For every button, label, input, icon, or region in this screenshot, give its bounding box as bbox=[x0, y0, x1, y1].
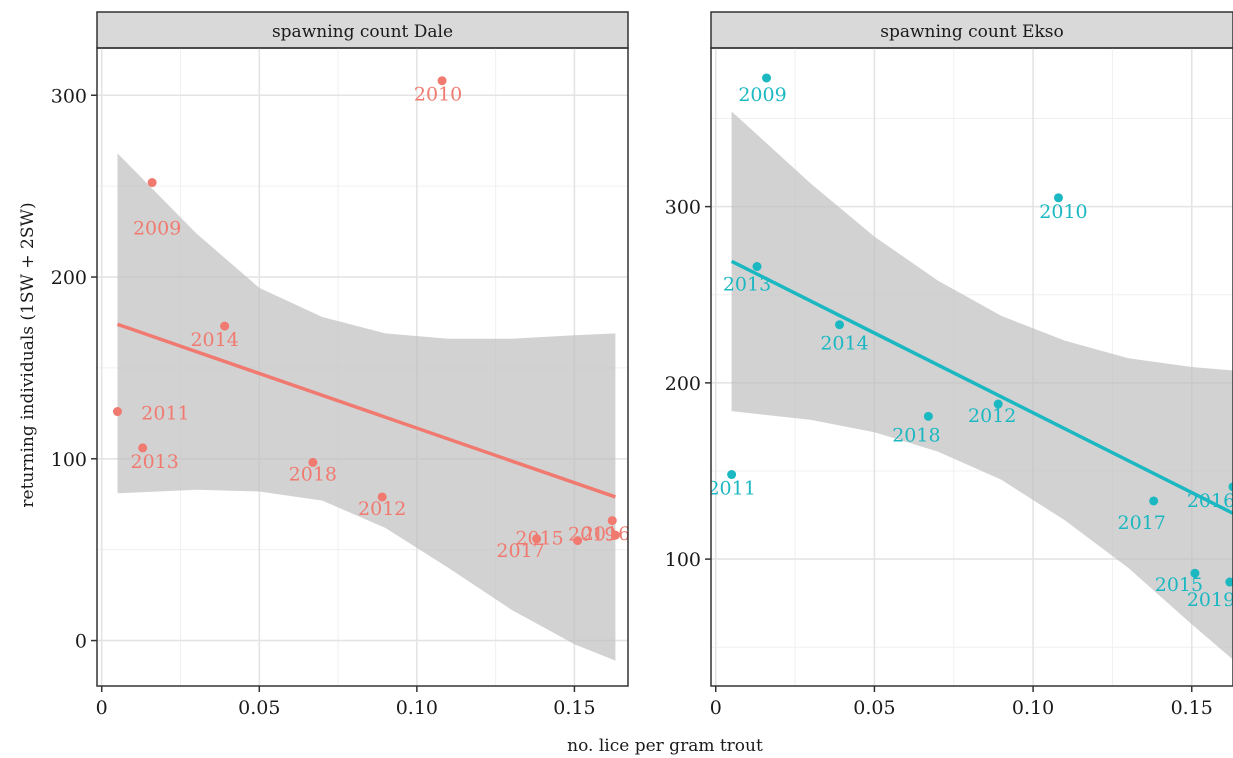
plot-area: 2009 2010 2011 2012 2013 2014 2015 2016 2017 2018… bbox=[97, 48, 630, 686]
data-point-2016 bbox=[610, 530, 620, 540]
data-point-2010 bbox=[437, 76, 447, 86]
point-label-2016: 2016 bbox=[1187, 490, 1233, 512]
point-label-2019: 2019 bbox=[568, 524, 616, 546]
x-tick-label: 0.10 bbox=[396, 697, 438, 719]
panel-1: spawning count Dale200920102011201220132… bbox=[51, 11, 630, 719]
regression-line bbox=[116, 322, 616, 499]
y-axis-title: returning individuals (1SW + 2SW) bbox=[18, 202, 38, 507]
data-point-2013 bbox=[752, 262, 762, 272]
data-point-2018 bbox=[308, 457, 318, 467]
x-tick-label: 0 bbox=[710, 697, 722, 719]
point-label-2016: 2016 bbox=[582, 523, 630, 545]
point-label-2014: 2014 bbox=[190, 329, 238, 351]
facet-title: spawning count Dale bbox=[272, 22, 453, 42]
x-tick-label: 0 bbox=[96, 697, 108, 719]
y-tick-label: 200 bbox=[665, 373, 701, 395]
y-tick-label: 300 bbox=[665, 197, 701, 219]
point-label-2012: 2012 bbox=[358, 498, 406, 520]
data-point-2009 bbox=[147, 178, 157, 188]
point-label-2010: 2010 bbox=[414, 84, 462, 106]
data-point-2018 bbox=[923, 411, 933, 421]
data-point-2012 bbox=[993, 399, 1003, 409]
panels-layer: spawning count Dale200920102011201220132… bbox=[51, 11, 1233, 719]
regression-line bbox=[730, 259, 1233, 515]
point-label-2010: 2010 bbox=[1039, 201, 1087, 223]
panel-border bbox=[96, 47, 629, 687]
data-point-2015 bbox=[1190, 568, 1200, 578]
point-label-2019: 2019 bbox=[1187, 589, 1233, 611]
facet-title: spawning count Ekso bbox=[880, 22, 1063, 42]
point-label-2018: 2018 bbox=[289, 463, 337, 485]
point-label-2015: 2015 bbox=[1155, 574, 1203, 596]
data-point-2019 bbox=[607, 516, 617, 526]
data-point-2017 bbox=[532, 534, 542, 544]
panel-2: spawning count Ekso200920102011201220132… bbox=[665, 11, 1233, 719]
point-label-2011: 2011 bbox=[141, 403, 189, 425]
y-tick-label: 100 bbox=[665, 549, 701, 571]
data-point-2019 bbox=[1225, 577, 1233, 587]
data-point-2017 bbox=[1149, 496, 1159, 506]
confidence-band bbox=[117, 153, 616, 661]
y-tick-label: 300 bbox=[51, 85, 87, 107]
data-point-2011 bbox=[112, 407, 122, 417]
data-point-2014 bbox=[835, 320, 845, 330]
data-point-2010 bbox=[1053, 193, 1063, 203]
data-point-2012 bbox=[377, 492, 387, 502]
x-tick-label: 0.15 bbox=[1171, 697, 1213, 719]
data-point-2016 bbox=[1228, 482, 1233, 492]
point-label-2018: 2018 bbox=[892, 424, 940, 446]
panel-border bbox=[710, 47, 1233, 687]
x-tick-label: 0.15 bbox=[553, 697, 595, 719]
point-label-2017: 2017 bbox=[496, 540, 544, 562]
y-tick-label: 200 bbox=[51, 267, 87, 289]
x-tick-label: 0.10 bbox=[1012, 697, 1054, 719]
y-tick-label: 100 bbox=[51, 449, 87, 471]
x-tick-label: 0.05 bbox=[853, 697, 895, 719]
point-label-2017: 2017 bbox=[1117, 512, 1165, 534]
y-tick-label: 0 bbox=[75, 631, 87, 653]
point-label-2009: 2009 bbox=[738, 84, 786, 106]
data-point-2014 bbox=[220, 321, 230, 331]
point-label-2011: 2011 bbox=[707, 478, 755, 500]
data-point-2009 bbox=[762, 73, 772, 83]
plot-area: 2009 2010 2011 2012 2013 2014 2015 2016 2017 2018… bbox=[707, 48, 1233, 686]
point-label-2015: 2015 bbox=[515, 528, 563, 550]
facet-strip bbox=[96, 11, 629, 49]
data-point-2015 bbox=[573, 536, 583, 546]
x-axis-title: no. lice per gram trout bbox=[567, 736, 763, 756]
x-tick-label: 0.05 bbox=[238, 697, 280, 719]
point-label-2013: 2013 bbox=[723, 274, 771, 296]
facet-strip bbox=[710, 11, 1233, 49]
point-label-2012: 2012 bbox=[968, 405, 1016, 427]
point-label-2014: 2014 bbox=[820, 333, 868, 355]
data-point-2011 bbox=[727, 470, 737, 480]
point-label-2013: 2013 bbox=[131, 451, 179, 473]
point-label-2009: 2009 bbox=[133, 218, 181, 240]
data-point-2013 bbox=[138, 443, 148, 453]
